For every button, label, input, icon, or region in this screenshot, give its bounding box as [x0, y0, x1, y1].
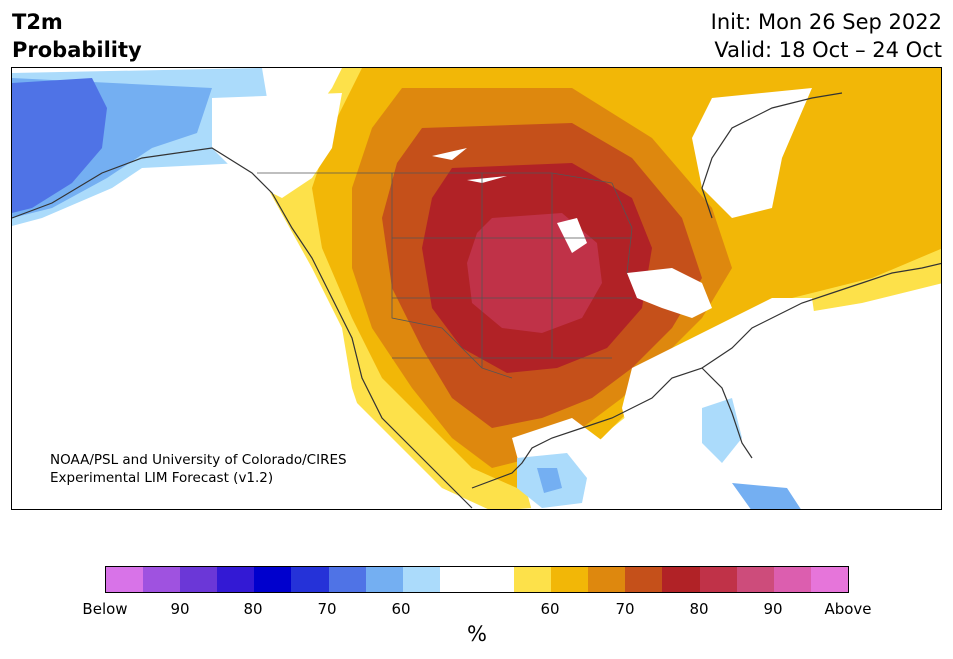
colorbar-segment: [699, 567, 737, 592]
credit-line-2: Experimental LIM Forecast (v1.2): [50, 470, 274, 486]
colorbar-segment: [773, 567, 811, 592]
colorbar-tick-label: 70: [615, 600, 635, 618]
colorbar-segment: [180, 567, 218, 592]
map-title: T2m Probability: [12, 8, 142, 64]
lake-white-2: [467, 176, 507, 183]
colorbar-tick-label: 90: [170, 600, 190, 618]
colorbar-tick-label: 80: [243, 600, 263, 618]
colorbar-tick-label: 60: [391, 600, 411, 618]
region-west-white: [212, 93, 342, 198]
colorbar-tick-label: Below: [82, 600, 128, 618]
title-line-1: T2m: [12, 10, 63, 34]
colorbar-segment: [810, 567, 848, 592]
init-date: Init: Mon 26 Sep 2022: [710, 10, 942, 34]
colorbar-segment: [514, 567, 552, 592]
colorbar-tick-label: 80: [689, 600, 709, 618]
colorbar-segment: [588, 567, 626, 592]
region-pacific-white: [12, 178, 431, 509]
coastlines: [12, 92, 941, 509]
borders: [257, 172, 633, 379]
probability-map: NOAA/PSL and University of Colorado/CIRE…: [11, 67, 942, 510]
colorbar-segment: [365, 567, 403, 592]
map-canvas: [12, 68, 941, 509]
colorbar-segment: [662, 567, 700, 592]
colorbar-segment: [625, 567, 663, 592]
lake-white: [432, 148, 467, 160]
colorbar-segment: [106, 567, 144, 592]
colorbar-segment: [291, 567, 329, 592]
colorbar-segment: [254, 567, 292, 592]
colorbar-segment: [217, 567, 255, 592]
colorbar-tick-label: 60: [540, 600, 560, 618]
forecast-dates: Init: Mon 26 Sep 2022 Valid: 18 Oct – 24…: [711, 8, 942, 64]
lake-white-3: [557, 218, 587, 253]
colorbar: [105, 566, 849, 593]
valid-range: Valid: 18 Oct – 24 Oct: [714, 38, 942, 62]
colorbar-segment: [439, 567, 477, 592]
colorbar-tick-label: Above: [824, 600, 872, 618]
great-lakes: [627, 268, 712, 318]
colorbar-segment: [736, 567, 774, 592]
region-hudson-white: [692, 88, 812, 218]
mexico-mid-blue: [537, 468, 562, 493]
colorbar-tick-label: 90: [763, 600, 783, 618]
map-credit: NOAA/PSL and University of Colorado/CIRE…: [50, 451, 347, 487]
cuba-blue: [732, 483, 801, 509]
colorbar-segment: [328, 567, 366, 592]
colorbar-segment: [143, 567, 181, 592]
colorbar-segment: [476, 567, 515, 592]
colorbar-segment: [402, 567, 440, 592]
colorbar-tick-label: 70: [317, 600, 337, 618]
region-east-white: [622, 298, 822, 468]
colorbar-segment: [551, 567, 589, 592]
colorbar-unit-label: %: [467, 622, 487, 646]
credit-line-1: NOAA/PSL and University of Colorado/CIRE…: [50, 452, 347, 468]
title-line-2: Probability: [12, 38, 142, 62]
alaska-blue: [12, 78, 107, 213]
